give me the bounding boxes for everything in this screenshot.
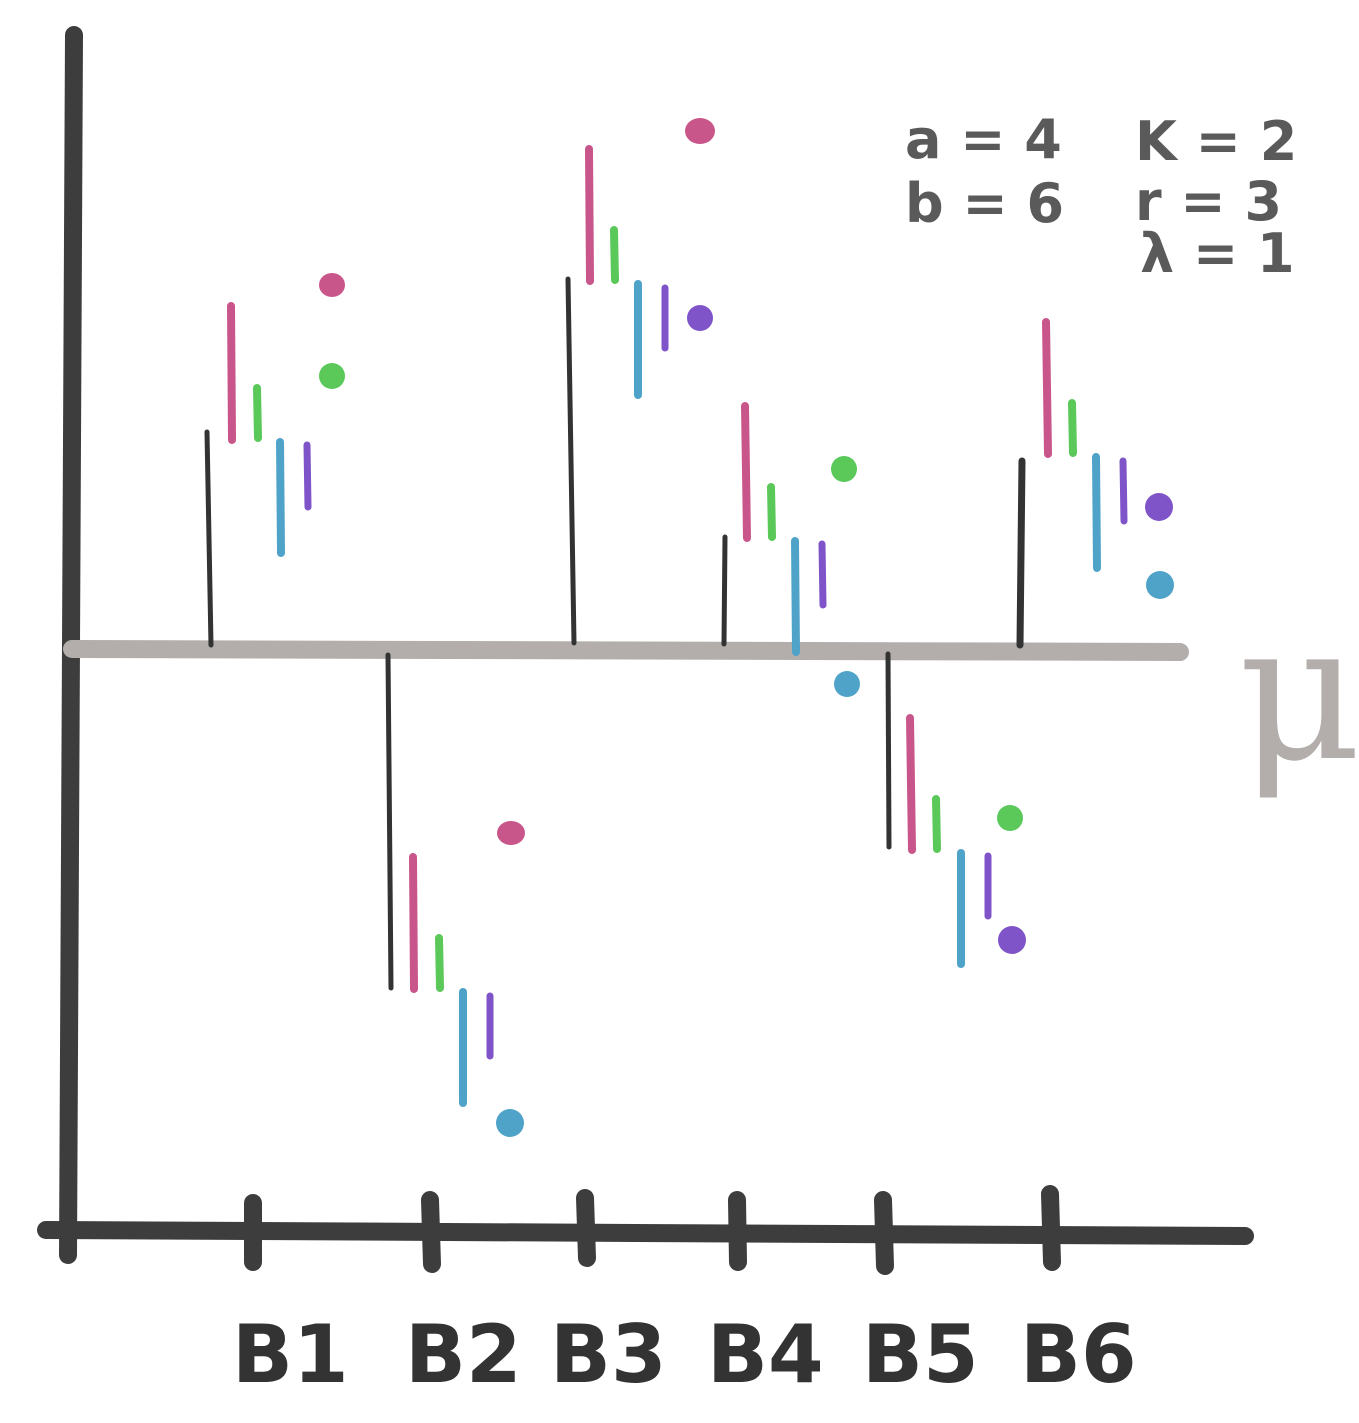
treatment-bar-2 xyxy=(932,795,941,853)
x-axis xyxy=(37,1221,1254,1245)
block-effect-bar xyxy=(385,652,394,991)
tick-b3 xyxy=(576,1189,596,1267)
observation-dot-1 xyxy=(319,273,345,297)
parameter-annotations: a = 4 b = 6 K = 2 r = 3 λ = 1 xyxy=(905,108,1297,285)
treatment-bar-2 xyxy=(253,384,262,442)
block-label-b2: B2 xyxy=(405,1308,522,1401)
block-b4 xyxy=(721,402,860,697)
block-b3 xyxy=(565,118,715,646)
mean-line xyxy=(63,640,1189,661)
treatment-bar-3 xyxy=(791,537,800,656)
treatment-bar-1 xyxy=(585,145,594,285)
treatment-bar-3 xyxy=(1092,453,1101,572)
observation-dot-1 xyxy=(685,118,715,144)
treatment-bar-2 xyxy=(767,483,776,541)
tick-b4 xyxy=(728,1191,747,1271)
treatment-bar-4 xyxy=(818,540,827,609)
block-effect-bar xyxy=(721,534,728,647)
treatment-bar-4 xyxy=(1119,457,1128,525)
param-lambda: λ = 1 xyxy=(1140,222,1295,285)
treatment-bar-1 xyxy=(906,714,916,854)
block-effect-bar xyxy=(565,276,577,646)
treatment-bar-4 xyxy=(303,441,312,511)
treatment-bar-2 xyxy=(435,934,444,992)
tick-b5 xyxy=(874,1191,894,1275)
block-effect-bar xyxy=(1016,457,1026,649)
treatment-bar-3 xyxy=(276,438,285,557)
block-label-b6: B6 xyxy=(1020,1308,1137,1401)
observation-dot-3 xyxy=(1146,571,1174,599)
x-axis-ticks xyxy=(244,1185,1061,1275)
block-label-b4: B4 xyxy=(707,1308,824,1401)
block-label-b5: B5 xyxy=(862,1308,979,1401)
treatment-bar-1 xyxy=(741,402,751,542)
block-label-b1: B1 xyxy=(232,1308,349,1401)
observation-dot-2 xyxy=(997,805,1023,831)
treatment-bar-1 xyxy=(409,853,418,993)
tick-b6 xyxy=(1041,1185,1061,1271)
treatment-bar-2 xyxy=(1068,399,1077,457)
block-b1 xyxy=(204,273,345,648)
observation-dot-2 xyxy=(319,363,345,389)
param-k: K = 2 xyxy=(1135,110,1297,173)
param-a: a = 4 xyxy=(905,108,1062,171)
observation-dot-3 xyxy=(496,1109,524,1137)
block-effect-bar xyxy=(885,651,892,850)
param-b: b = 6 xyxy=(905,172,1064,235)
tick-b2 xyxy=(421,1191,441,1273)
observation-dot-4 xyxy=(998,926,1026,954)
block-labels: B1 B2 B3 B4 B5 B6 xyxy=(232,1308,1137,1401)
observation-dot-4 xyxy=(1145,493,1173,521)
block-b6 xyxy=(1016,318,1174,649)
observation-dot-3 xyxy=(834,671,860,697)
block-b5 xyxy=(885,651,1026,968)
treatment-bar-1 xyxy=(227,302,236,444)
mean-label: μ xyxy=(1238,582,1359,803)
treatment-bar-1 xyxy=(1042,318,1052,458)
observation-dot-1 xyxy=(497,821,525,845)
block-effect-bar xyxy=(204,429,214,648)
block-b2 xyxy=(385,652,525,1137)
treatment-bar-2 xyxy=(610,226,619,284)
observation-dot-4 xyxy=(687,305,713,331)
param-r: r = 3 xyxy=(1135,170,1282,233)
observation-dot-2 xyxy=(831,456,857,482)
block-label-b3: B3 xyxy=(550,1308,667,1401)
